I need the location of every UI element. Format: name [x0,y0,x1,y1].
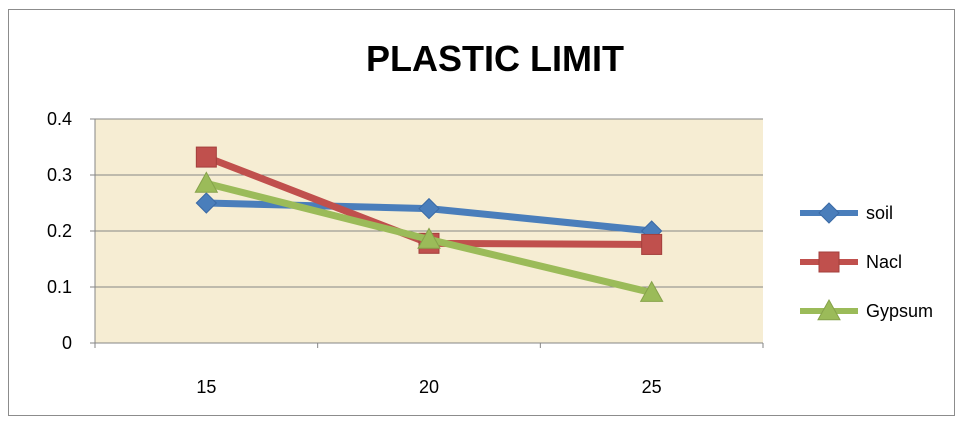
axes [90,118,764,348]
data-point-gypsum [194,171,219,193]
legend-item-gypsum: Gypsum [800,298,933,321]
legend-marker-nacl [800,251,858,273]
series-layer [194,146,664,302]
y-tick-label: 0.4 [47,109,72,129]
legend-label: Gypsum [866,301,933,321]
data-point-gypsum [639,280,664,302]
legend-label: Nacl [866,252,902,272]
y-tick-label: 0.1 [47,277,72,297]
x-axis-tick-labels: 15 20 25 [196,377,661,397]
legend-symbol [817,298,841,321]
x-tick-label: 25 [642,377,662,397]
legend-symbol [818,202,840,224]
y-tick-label: 0.2 [47,221,72,241]
y-tick-label: 0.3 [47,165,72,185]
legend-label: soil [866,203,893,223]
x-tick-label: 15 [196,377,216,397]
data-point-nacl [641,233,663,255]
legend-item-nacl: Nacl [800,251,902,273]
y-axis-tick-labels: 0 0.1 0.2 0.3 0.4 [47,109,72,353]
legend-marker-gypsum [800,298,858,321]
data-point-soil [195,192,218,214]
data-point-gypsum [417,227,441,249]
data-point-nacl [195,146,217,168]
data-point-soil [418,197,440,220]
x-tick-label: 20 [419,377,439,397]
series-gypsum [194,171,664,302]
chart-title: PLASTIC LIMIT [366,38,624,79]
legend-marker-soil [800,202,858,224]
legend-symbol [818,251,840,273]
legend: soil Nacl Gypsum [800,202,933,321]
legend-item-soil: soil [800,202,893,224]
y-tick-label: 0 [62,333,72,353]
